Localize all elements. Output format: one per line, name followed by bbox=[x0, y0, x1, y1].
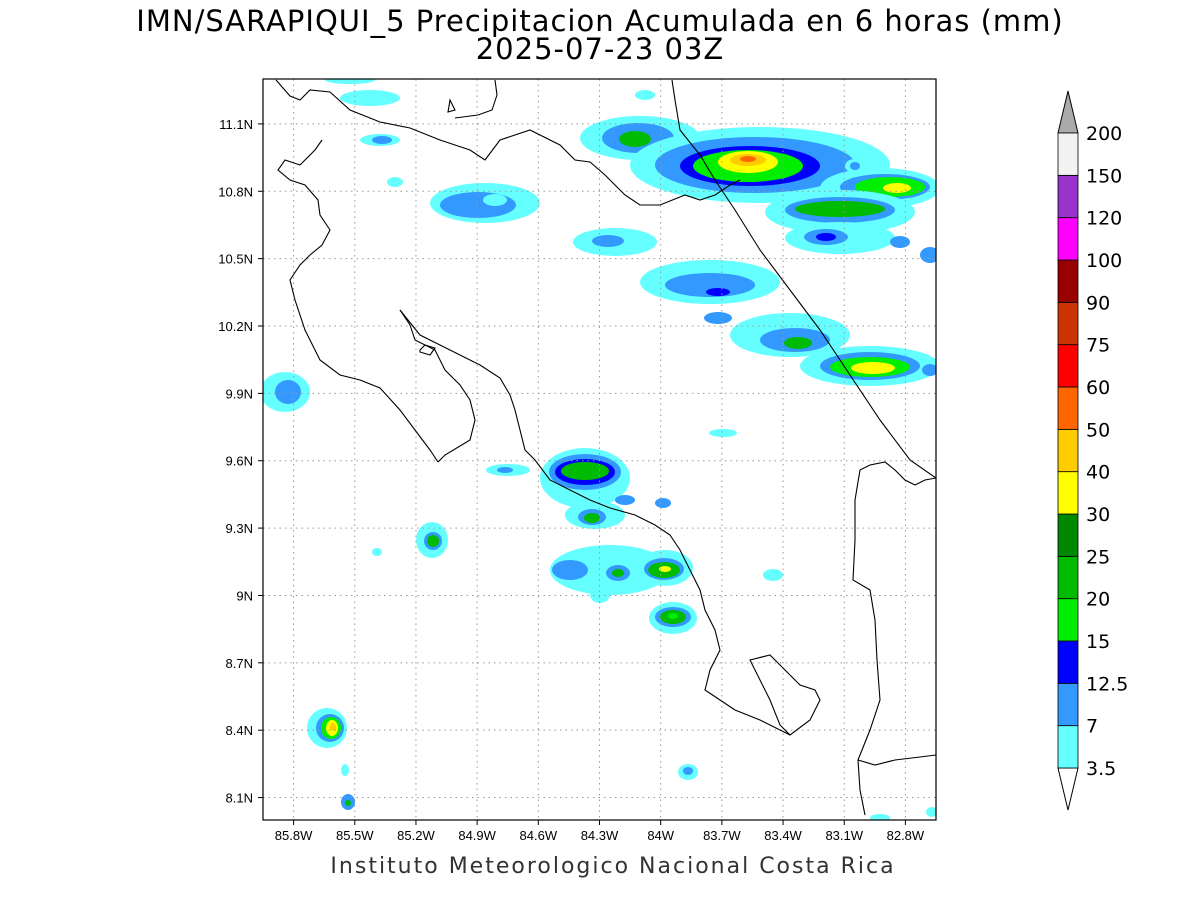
y-tick-label: 9.9N bbox=[226, 386, 253, 401]
y-tick-label: 10.2N bbox=[218, 319, 253, 334]
colorbar-level-label: 150 bbox=[1086, 165, 1122, 187]
x-tick-label: 83.4W bbox=[764, 828, 802, 843]
colorbar-swatch bbox=[1057, 259, 1079, 303]
colorbar-swatch bbox=[1057, 682, 1079, 727]
y-tick-label: 8.4N bbox=[226, 723, 253, 738]
rain-cell-north-6 bbox=[573, 228, 657, 256]
colorbar-overflow-arrow bbox=[1057, 90, 1079, 134]
coastlines-and-borders bbox=[275, 79, 936, 816]
rain-cell-east-1 bbox=[800, 346, 936, 386]
x-tick-label: 85.5W bbox=[336, 828, 374, 843]
colorbar-level-label: 7 bbox=[1086, 716, 1098, 738]
y-tick-label: 11.1N bbox=[219, 117, 253, 132]
rain-cell-peninsula bbox=[307, 708, 355, 810]
y-tick-label: 9.6N bbox=[226, 454, 253, 469]
x-tick-label: 85.2W bbox=[397, 828, 435, 843]
colorbar-level-label: 20 bbox=[1086, 589, 1110, 611]
x-tick-label: 85.8W bbox=[275, 828, 313, 843]
colorbar-level-label: 60 bbox=[1086, 377, 1110, 399]
y-tick-label: 10.5N bbox=[218, 252, 253, 267]
y-tick-label: 8.7N bbox=[226, 656, 253, 671]
rain-cell-misc bbox=[678, 159, 936, 820]
y-tick-label: 9N bbox=[236, 588, 253, 603]
y-axis: 8.1N 8.4N 8.7N 9N 9.3N 9.6N 9.9N 10.2N 10.5N 10.8… bbox=[218, 117, 263, 806]
rain-cell-central-south bbox=[550, 545, 693, 603]
colorbar-swatch bbox=[1057, 725, 1079, 769]
rain-cell-north-4 bbox=[765, 190, 915, 234]
colorbar-level-label: 40 bbox=[1086, 462, 1110, 484]
colorbar-level-label: 100 bbox=[1086, 250, 1122, 272]
colorbar-swatch bbox=[1057, 640, 1079, 684]
colorbar-swatch bbox=[1057, 555, 1079, 600]
colorbar-legend: 3.5 7 12.5 15 20 25 30 40 50 60 75 90 100 120 150 200 bbox=[1057, 90, 1128, 811]
y-tick-label: 8.1N bbox=[226, 791, 253, 806]
colorbar-swatch bbox=[1057, 471, 1079, 515]
colorbar-level-label: 30 bbox=[1086, 504, 1110, 526]
y-tick-label: 9.3N bbox=[226, 521, 253, 536]
colorbar-swatch bbox=[1057, 217, 1079, 261]
footer-credit: Instituto Meteorologico Nacional Costa R… bbox=[330, 854, 896, 879]
map-title: IMN/SARAPIQUI_5 Precipitacion Acumulada … bbox=[136, 4, 1064, 38]
rain-cell-west-coast bbox=[372, 522, 448, 558]
colorbar-swatch bbox=[1057, 386, 1079, 430]
x-tick-label: 83.7W bbox=[703, 828, 741, 843]
colorbar-level-label: 12.5 bbox=[1086, 673, 1128, 695]
rain-cell-north-inland bbox=[325, 79, 540, 223]
colorbar-level-label: 15 bbox=[1086, 631, 1110, 653]
rain-band-central-2 bbox=[730, 313, 850, 357]
colorbar-level-label: 90 bbox=[1086, 292, 1110, 314]
colorbar-level-label: 75 bbox=[1086, 335, 1110, 357]
x-tick-label: 84W bbox=[647, 828, 674, 843]
colorbar-level-label: 25 bbox=[1086, 546, 1110, 568]
colorbar-level-label: 50 bbox=[1086, 419, 1110, 441]
colorbar-swatch bbox=[1057, 344, 1079, 388]
precipitation-field bbox=[263, 79, 936, 820]
colorbar-level-label: 200 bbox=[1086, 123, 1122, 145]
map-subtitle-datetime: 2025-07-23 03Z bbox=[475, 32, 725, 66]
colorbar-swatch bbox=[1057, 174, 1079, 219]
y-tick-label: 10.8N bbox=[218, 184, 253, 199]
map-gridlines bbox=[263, 79, 936, 820]
rain-cell-nicoya bbox=[263, 372, 310, 412]
colorbar-swatch bbox=[1057, 132, 1079, 176]
rain-cell-central-west bbox=[486, 448, 671, 529]
x-axis: 85.8W 85.5W 85.2W 84.9W 84.6W 84.3W 84W 83.7W 83… bbox=[275, 820, 925, 843]
colorbar-swatch bbox=[1057, 301, 1079, 346]
colorbar-level-label: 3.5 bbox=[1086, 758, 1116, 780]
colorbar-level-label: 120 bbox=[1086, 208, 1122, 230]
x-tick-label: 82.8W bbox=[887, 828, 925, 843]
rain-band-central-1 bbox=[640, 260, 780, 324]
colorbar-swatch bbox=[1057, 428, 1079, 473]
rain-cell-south-1 bbox=[649, 602, 697, 634]
x-tick-label: 84.6W bbox=[520, 828, 558, 843]
colorbar-swatch bbox=[1057, 598, 1079, 642]
x-tick-label: 83.1W bbox=[825, 828, 863, 843]
colorbar-swatch bbox=[1057, 513, 1079, 557]
x-tick-label: 84.3W bbox=[581, 828, 619, 843]
colorbar-underflow-arrow bbox=[1057, 767, 1079, 811]
x-tick-label: 84.9W bbox=[458, 828, 496, 843]
